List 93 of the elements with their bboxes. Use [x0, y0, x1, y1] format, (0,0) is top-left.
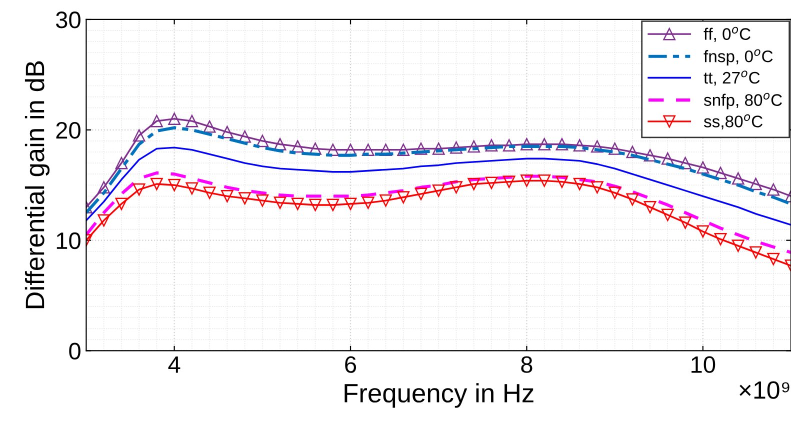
point	[626, 193, 639, 206]
point	[608, 142, 621, 155]
point	[397, 191, 410, 204]
point	[608, 186, 621, 200]
point	[450, 141, 462, 154]
legend-label: ff, 0$^{o}$C	[704, 26, 750, 42]
point	[714, 233, 727, 246]
point	[98, 214, 110, 227]
point	[714, 166, 727, 180]
point	[732, 240, 744, 252]
point	[326, 144, 340, 156]
point	[696, 225, 710, 238]
point	[556, 176, 568, 188]
point	[591, 181, 604, 194]
point	[291, 198, 304, 210]
point	[238, 192, 251, 205]
x-tick-label: 4	[168, 356, 180, 373]
point	[414, 142, 428, 155]
point	[538, 174, 551, 187]
point	[732, 172, 744, 185]
point	[203, 120, 216, 133]
y-tick-label: 20	[56, 122, 80, 139]
point	[767, 183, 780, 196]
point	[767, 252, 780, 266]
point	[256, 134, 269, 148]
point	[538, 138, 551, 150]
line-series	[86, 171, 791, 254]
point	[132, 129, 146, 142]
point	[450, 181, 462, 194]
y-tick-label: 30	[56, 12, 80, 28]
point	[186, 114, 198, 128]
point	[362, 196, 374, 209]
point	[432, 184, 445, 197]
point	[397, 144, 410, 156]
point	[220, 190, 234, 202]
point	[679, 216, 692, 229]
point	[644, 149, 656, 162]
x-axis-title: Frequency in Hz	[344, 383, 534, 408]
point	[274, 196, 286, 209]
point	[98, 181, 110, 194]
point	[679, 156, 692, 170]
point	[203, 186, 216, 200]
line-series	[86, 146, 791, 226]
point	[468, 140, 480, 153]
point	[168, 178, 180, 192]
x-tick-label: 8	[521, 356, 532, 373]
point	[591, 140, 604, 153]
point	[661, 208, 674, 222]
legend-label: ss,80$^{o}$C	[704, 114, 762, 130]
point	[644, 201, 656, 214]
point	[661, 152, 674, 165]
legend-label: fnsp, 0$^{o}$C	[704, 49, 773, 66]
point	[414, 188, 428, 200]
point	[362, 144, 374, 156]
point	[485, 139, 498, 152]
point	[132, 183, 146, 196]
point	[380, 144, 392, 156]
point	[750, 246, 762, 259]
point	[485, 176, 498, 190]
point	[309, 198, 322, 212]
y-tick-label: 0	[69, 342, 80, 360]
point	[432, 142, 445, 155]
point	[220, 126, 234, 138]
y-tick-label: 10	[56, 232, 80, 250]
point	[573, 139, 586, 152]
point	[626, 146, 639, 158]
point	[502, 176, 516, 188]
point	[344, 198, 357, 210]
x-tick-label: 10	[692, 356, 716, 373]
point	[150, 114, 163, 128]
point	[502, 139, 516, 152]
point	[274, 138, 286, 150]
point	[573, 178, 586, 190]
point	[520, 138, 533, 150]
legend-label: snfp, 80$^{o}$C	[704, 92, 782, 110]
point	[468, 178, 480, 190]
point	[291, 140, 304, 153]
point	[556, 138, 568, 150]
point	[520, 174, 533, 187]
point	[150, 178, 163, 190]
legend-label: tt, 27$^{o}$C	[704, 70, 760, 86]
point	[115, 156, 128, 170]
point	[256, 194, 269, 207]
point	[696, 161, 710, 174]
text: ×10⁹	[740, 381, 790, 399]
point	[186, 182, 198, 195]
point	[326, 198, 340, 212]
x-tick-label: 6	[345, 356, 356, 373]
point	[115, 198, 128, 210]
point	[750, 178, 762, 190]
point	[168, 112, 180, 126]
point	[380, 194, 392, 207]
y-axis-title: Differential gain in dB	[24, 61, 50, 308]
